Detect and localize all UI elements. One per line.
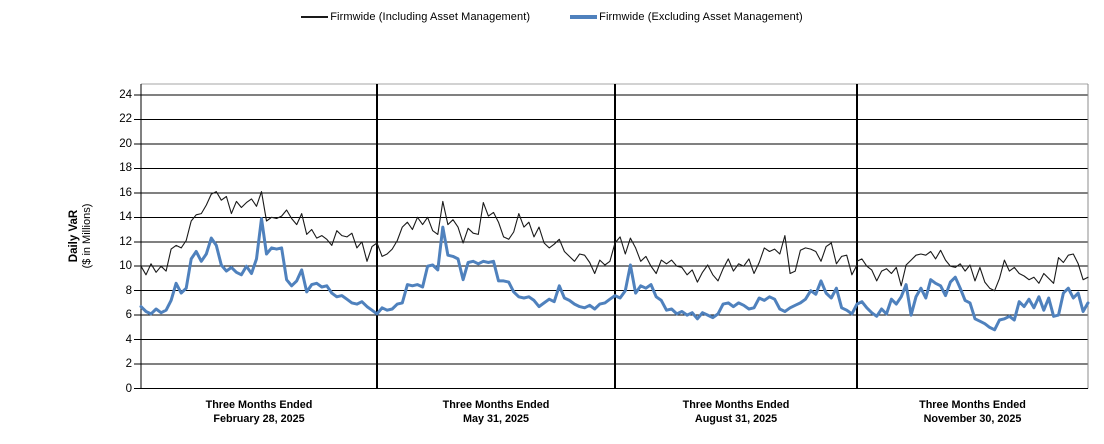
y-tick-label: 22 [119,113,132,126]
y-tick-label: 16 [119,186,132,199]
x-group-label: Three Months Ended November 30, 2025 [919,399,1026,425]
legend-item-including: Firmwide (Including Asset Management) [301,11,530,23]
y-tick-label: 20 [119,137,132,150]
y-tick-label: 6 [125,309,132,322]
chart-legend: Firmwide (Including Asset Management) Fi… [0,11,1104,23]
y-tick-label: 12 [119,235,132,248]
legend-line-sample-excluding [570,15,598,19]
x-group-label: Three Months Ended August 31, 2025 [682,399,790,425]
series-line-excluding-am [139,217,1090,332]
legend-label-excluding: Firmwide (Excluding Asset Management) [599,11,803,23]
legend-item-excluding: Firmwide (Excluding Asset Management) [570,11,803,23]
y-tick-label: 8 [125,284,132,297]
legend-label-including: Firmwide (Including Asset Management) [330,11,531,23]
y-tick-label: 4 [125,333,132,346]
series-line-including-am [140,191,1089,292]
y-tick-label: 10 [119,260,132,273]
x-group-label: Three Months Ended May 31, 2025 [442,399,550,425]
y-tick-label: 14 [119,211,132,224]
y-tick-label: 24 [119,89,132,101]
gridlines [134,94,1088,389]
y-tick-label: 18 [119,162,132,175]
legend-line-sample-including [301,16,329,18]
x-group-label: Three Months Ended February 28, 2025 [205,399,313,425]
y-tick-label: 2 [125,358,132,371]
y-tick-label: 0 [125,382,132,395]
